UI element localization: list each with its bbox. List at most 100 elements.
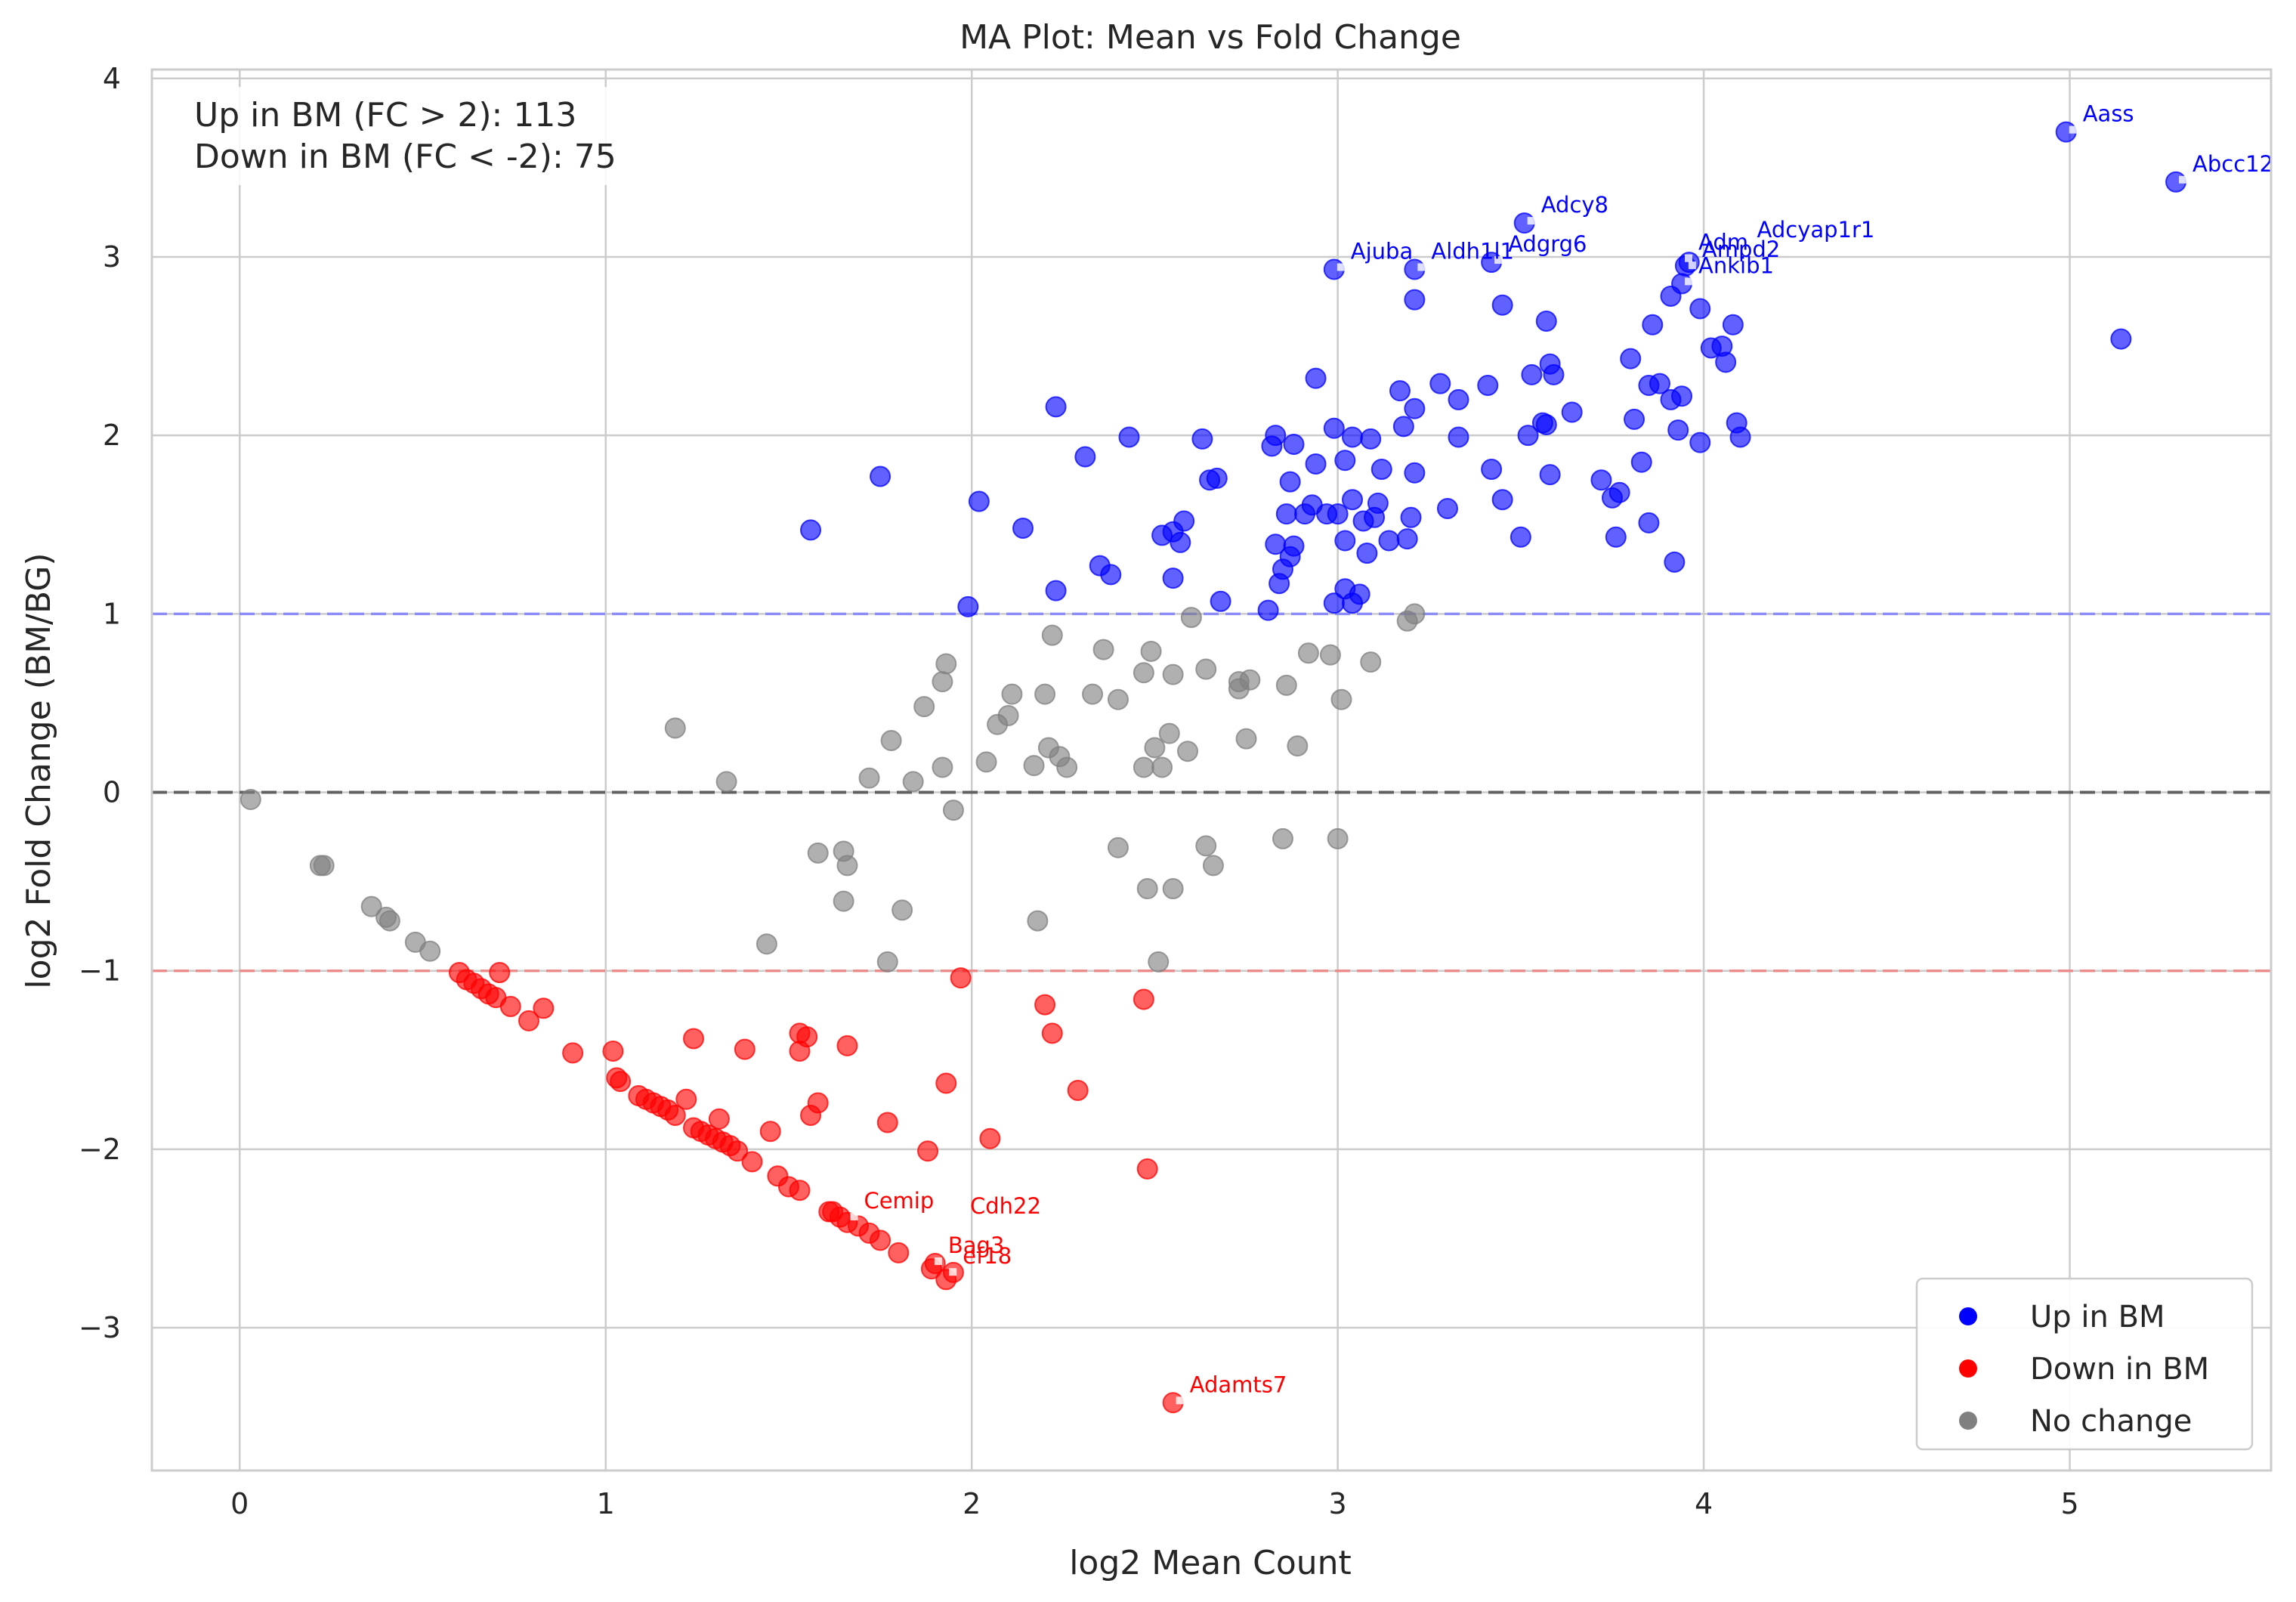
data-point bbox=[1335, 450, 1355, 470]
data-point bbox=[1035, 685, 1055, 704]
stats-annotation: Up in BM (FC > 2): 113 Down in BM (FC < … bbox=[186, 87, 684, 185]
x-tick-label: 3 bbox=[1329, 1487, 1347, 1520]
data-point bbox=[944, 800, 963, 820]
data-point bbox=[1269, 574, 1289, 593]
data-point bbox=[1075, 447, 1095, 467]
data-point bbox=[1404, 463, 1424, 483]
data-point bbox=[519, 1011, 539, 1031]
data-point bbox=[999, 706, 1018, 725]
data-point bbox=[936, 1073, 956, 1093]
gene-label: Aass bbox=[2083, 101, 2134, 127]
gene-label: Adamts7 bbox=[1190, 1372, 1287, 1397]
data-point bbox=[761, 1121, 780, 1141]
data-point bbox=[735, 1040, 755, 1059]
data-point bbox=[1357, 543, 1377, 563]
data-point bbox=[603, 1041, 623, 1061]
label-marker bbox=[1176, 1396, 1184, 1404]
data-point bbox=[1379, 531, 1398, 551]
data-point bbox=[1196, 660, 1216, 679]
data-point bbox=[1672, 386, 1692, 406]
data-point bbox=[878, 1112, 898, 1132]
data-point bbox=[860, 769, 879, 788]
data-point bbox=[1134, 663, 1154, 682]
data-point bbox=[1237, 729, 1256, 749]
data-point bbox=[1277, 504, 1296, 524]
series-no-change bbox=[241, 604, 1425, 972]
data-point bbox=[1661, 286, 1680, 306]
data-point bbox=[980, 1129, 1000, 1149]
data-point bbox=[1160, 724, 1179, 744]
data-point bbox=[1404, 290, 1424, 310]
data-point bbox=[1537, 415, 1556, 435]
data-point bbox=[1522, 365, 1541, 385]
series-down-in-bm bbox=[450, 963, 1183, 1412]
data-point bbox=[629, 1086, 648, 1106]
data-point bbox=[1324, 419, 1344, 438]
x-tick-label: 0 bbox=[230, 1487, 249, 1520]
data-point bbox=[1284, 435, 1304, 454]
data-point bbox=[1163, 568, 1183, 588]
data-point bbox=[1119, 428, 1139, 447]
label-marker bbox=[1337, 264, 1345, 271]
data-points bbox=[241, 122, 2186, 1413]
gene-label: Ajuba bbox=[1351, 239, 1413, 264]
data-point bbox=[1002, 685, 1021, 704]
data-point bbox=[914, 697, 934, 716]
y-tick-label: −2 bbox=[79, 1133, 121, 1166]
data-point bbox=[1624, 410, 1644, 429]
data-point bbox=[1723, 315, 1743, 335]
data-point bbox=[882, 731, 901, 750]
y-tick-label: 2 bbox=[103, 419, 121, 452]
data-point bbox=[676, 1090, 696, 1109]
data-point bbox=[1046, 581, 1066, 601]
data-point bbox=[870, 466, 890, 486]
legend-label-nochange: No change bbox=[2030, 1404, 2192, 1439]
label-marker bbox=[2069, 126, 2077, 134]
grid bbox=[152, 70, 2271, 1471]
data-point bbox=[951, 968, 971, 988]
gene-label: Abcc12 bbox=[2192, 151, 2273, 177]
data-point bbox=[241, 790, 261, 809]
data-point bbox=[1668, 420, 1688, 440]
gene-label: Cemip bbox=[864, 1188, 934, 1214]
data-point bbox=[1182, 608, 1201, 627]
data-point bbox=[1273, 829, 1293, 849]
data-point bbox=[757, 934, 777, 954]
label-marker bbox=[956, 1218, 964, 1226]
y-tick-label: −1 bbox=[79, 954, 121, 988]
data-point bbox=[1178, 741, 1197, 761]
x-tick-label: 5 bbox=[2060, 1487, 2078, 1520]
data-point bbox=[1259, 601, 1278, 620]
data-point bbox=[607, 1068, 626, 1087]
data-point bbox=[1035, 995, 1055, 1015]
data-point bbox=[1690, 433, 1710, 453]
data-point bbox=[1134, 757, 1154, 777]
x-tick-label: 2 bbox=[963, 1487, 981, 1520]
data-point bbox=[1591, 470, 1611, 490]
data-point bbox=[932, 757, 952, 777]
legend-label-down: Down in BM bbox=[2030, 1352, 2209, 1387]
data-point bbox=[1343, 428, 1362, 447]
data-point bbox=[1642, 315, 1662, 335]
legend-label-up: Up in BM bbox=[2030, 1300, 2165, 1334]
data-point bbox=[1394, 416, 1414, 436]
data-point bbox=[1664, 552, 1684, 572]
data-point bbox=[1401, 508, 1421, 527]
data-point bbox=[1731, 428, 1751, 447]
data-point bbox=[837, 855, 857, 875]
data-point bbox=[1108, 690, 1128, 710]
data-point bbox=[1046, 397, 1066, 416]
data-point bbox=[918, 1141, 938, 1161]
y-axis-label: log2 Fold Change (BM/BG) bbox=[20, 552, 58, 988]
y-tick-label: 1 bbox=[103, 597, 121, 630]
data-point bbox=[1368, 493, 1388, 513]
data-point bbox=[936, 654, 956, 673]
data-point bbox=[1493, 295, 1513, 315]
data-point bbox=[1404, 604, 1424, 623]
data-point bbox=[1438, 499, 1457, 518]
data-point bbox=[490, 963, 509, 982]
chart-title: MA Plot: Mean vs Fold Change bbox=[959, 18, 1461, 57]
data-point bbox=[1138, 879, 1157, 898]
data-point bbox=[1174, 512, 1194, 531]
data-point bbox=[1328, 829, 1348, 849]
